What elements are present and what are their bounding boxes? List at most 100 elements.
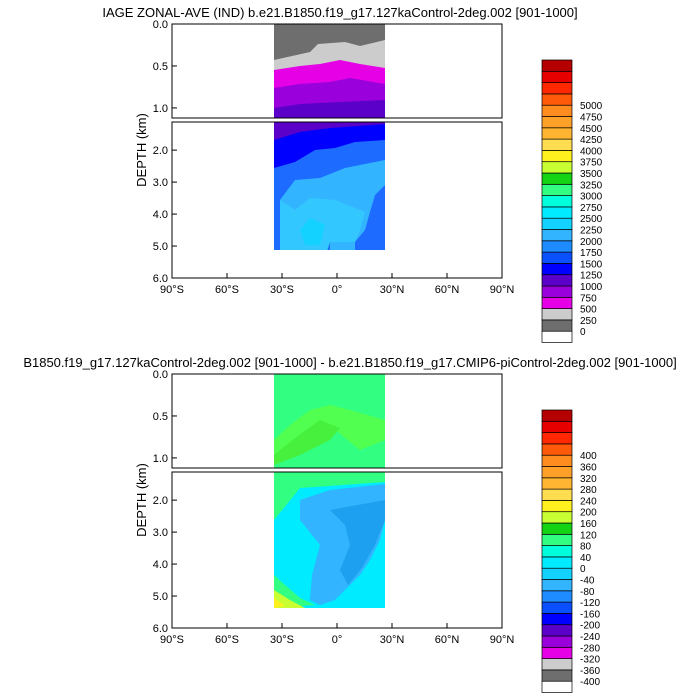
chart-title: B1850.f19_g17.127kaControl-2deg.002 [901… (23, 355, 676, 370)
y-axis-label: DEPTH (km) (134, 113, 149, 187)
y-tick-label: 6.0 (153, 273, 168, 285)
colorbar-swatch (541, 556, 573, 569)
colorbar-swatch (541, 251, 573, 264)
colorbar-swatch (541, 669, 573, 682)
contour-fill-lower (274, 122, 385, 278)
colorbar-swatch (541, 217, 573, 230)
colorbar-label: 4750 (580, 113, 603, 124)
colorbar-label: 5000 (580, 101, 603, 112)
colorbar-label: 3250 (580, 180, 603, 191)
colorbar-swatch (541, 613, 573, 626)
colorbar-swatch (541, 432, 573, 445)
colorbar-swatch (541, 93, 573, 106)
colorbar-swatch (541, 263, 573, 276)
colorbar-swatch (541, 319, 573, 332)
y-axis-ticks: 0.0 0.5 1.0 2.0 3.0 4.0 5.0 6.0 (153, 19, 177, 285)
colorbar-label: 360 (580, 463, 597, 474)
colorbar-swatch (541, 308, 573, 321)
colorbar-label: 4000 (580, 146, 603, 157)
colorbar-swatch (541, 138, 573, 151)
y-tick-label: 0.0 (153, 369, 168, 381)
colorbar-swatch (541, 522, 573, 535)
colorbar-swatch (541, 116, 573, 129)
y-tick-label: 0.5 (153, 411, 168, 423)
colorbar-swatch (541, 183, 573, 196)
colorbar-label: 2750 (580, 203, 603, 214)
colorbar-label: 2000 (580, 237, 603, 248)
x-tick-label: 90°N (490, 284, 515, 296)
contour-fill-upper (274, 24, 385, 118)
x-tick-label: 30°N (380, 634, 405, 646)
x-axis-ticks: 90°S 60°S 30°S 0° 30°N 60°N 90°N (160, 273, 514, 296)
colorbar-label: 320 (580, 474, 597, 485)
colorbar-swatch (541, 624, 573, 637)
x-axis-ticks: 90°S 60°S 30°S 0° 30°N 60°N 90°N (160, 623, 514, 646)
colorbar-label: 1250 (580, 271, 603, 282)
x-tick-label: 0° (332, 634, 343, 646)
colorbar-swatch (541, 127, 573, 140)
colorbar-swatch (541, 240, 573, 253)
y-tick-label: 4.0 (153, 209, 168, 221)
colorbar-swatch (541, 104, 573, 117)
panel-top: IAGE ZONAL-AVE (IND) b.e21.B1850.f19_g17… (102, 5, 603, 343)
y-tick-label: 3.0 (153, 177, 168, 189)
x-tick-label: 30°S (270, 634, 294, 646)
y-tick-label: 2.0 (153, 495, 168, 507)
colorbar-swatch (541, 161, 573, 174)
colorbar-label: 1500 (580, 259, 603, 270)
y-axis-ticks: 0.0 0.5 1.0 2.0 3.0 4.0 5.0 6.0 (153, 369, 177, 635)
colorbar-label: -120 (580, 598, 600, 609)
colorbar-label: 750 (580, 293, 597, 304)
y-tick-label: 4.0 (153, 559, 168, 571)
colorbar-swatch (541, 59, 573, 72)
contour-fill-lower (274, 472, 385, 628)
x-tick-label: 90°S (160, 634, 184, 646)
y-tick-label: 5.0 (153, 591, 168, 603)
colorbar: -400-360-320-280-240-200-160-120-80-4004… (541, 409, 600, 693)
x-tick-label: 60°N (435, 634, 460, 646)
colorbar-swatch (541, 443, 573, 456)
panel-bottom: B1850.f19_g17.127kaControl-2deg.002 [901… (23, 355, 677, 693)
y-tick-label: 2.0 (153, 145, 168, 157)
colorbar-swatch (541, 545, 573, 558)
colorbar-swatch (541, 500, 573, 513)
colorbar-label: -200 (580, 621, 600, 632)
colorbar-swatch (541, 70, 573, 83)
y-tick-label: 1.0 (153, 453, 168, 465)
colorbar-swatch (541, 172, 573, 185)
colorbar-label: 120 (580, 530, 597, 541)
x-tick-label: 30°S (270, 284, 294, 296)
y-tick-label: 6.0 (153, 623, 168, 635)
colorbar-swatch (541, 274, 573, 287)
x-tick-label: 0° (332, 284, 343, 296)
colorbar-label: 4500 (580, 124, 603, 135)
colorbar-swatch (541, 454, 573, 467)
colorbar-swatch (541, 477, 573, 490)
colorbar-swatch (541, 635, 573, 648)
colorbar-swatch (541, 579, 573, 592)
y-tick-label: 5.0 (153, 241, 168, 253)
colorbar-swatch (541, 646, 573, 659)
colorbar-label: -40 (580, 576, 595, 587)
colorbar-label: 240 (580, 496, 597, 507)
colorbar-swatch (541, 206, 573, 219)
colorbar-swatch (541, 590, 573, 603)
colorbar-label: -400 (580, 677, 600, 688)
colorbar-label: 200 (580, 508, 597, 519)
colorbar-label: 400 (580, 451, 597, 462)
y-tick-label: 0.0 (153, 19, 168, 31)
colorbar-label: 1000 (580, 282, 603, 293)
colorbar-swatch (541, 296, 573, 309)
x-tick-label: 90°S (160, 284, 184, 296)
colorbar-label: 250 (580, 316, 597, 327)
colorbar-swatch (541, 488, 573, 501)
y-tick-label: 3.0 (153, 527, 168, 539)
x-tick-label: 30°N (380, 284, 405, 296)
colorbar-label: -240 (580, 632, 600, 643)
colorbar-label: 3000 (580, 192, 603, 203)
x-tick-label: 90°N (490, 634, 515, 646)
colorbar-swatch (541, 601, 573, 614)
colorbar-label: -320 (580, 655, 600, 666)
colorbar-swatch (541, 285, 573, 298)
